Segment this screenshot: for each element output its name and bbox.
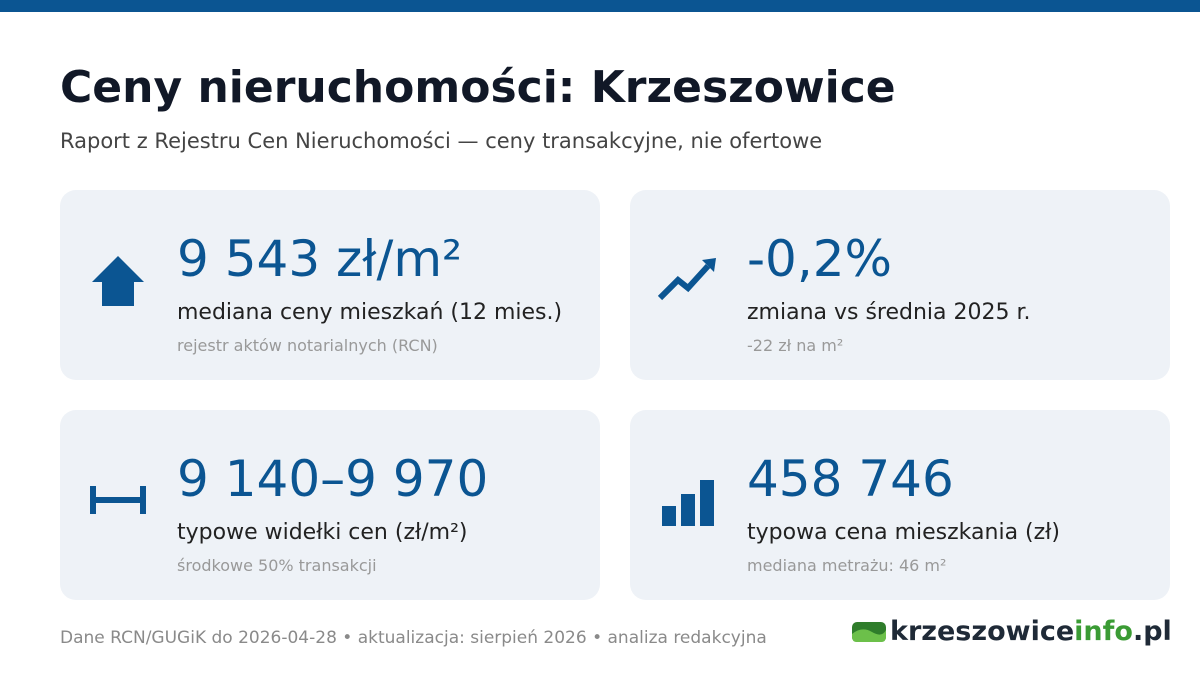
subtitle: Raport z Rejestru Cen Nieruchomości — ce… xyxy=(60,129,823,153)
logo: krzeszowiceinfo.pl xyxy=(852,616,1172,647)
card-value: 458 746 xyxy=(747,450,954,508)
title: Ceny nieruchomości: Krzeszowice xyxy=(60,62,896,113)
card-note: środkowe 50% transakcji xyxy=(177,556,377,575)
logo-accent: info xyxy=(1074,616,1133,647)
top-bar xyxy=(0,0,1200,12)
trend-icon xyxy=(658,258,716,301)
logo-icon xyxy=(852,622,886,642)
house-icon xyxy=(92,256,144,306)
card-label: typowe widełki cen (zł/m²) xyxy=(177,520,468,545)
card-note: mediana metrażu: 46 m² xyxy=(747,556,947,575)
logo-main: krzeszowice xyxy=(890,616,1075,647)
card: 458 746 typowa cena mieszkania (zł) medi… xyxy=(630,410,1170,600)
card-note: -22 zł na m² xyxy=(747,336,844,355)
card-label: mediana ceny mieszkań (12 mies.) xyxy=(177,300,563,325)
card-label: typowa cena mieszkania (zł) xyxy=(747,520,1061,545)
logo-suffix: .pl xyxy=(1132,616,1172,647)
bars-icon xyxy=(662,480,714,526)
card-value: 9 543 zł/m² xyxy=(177,230,463,288)
footer-text: Dane RCN/GUGiK do 2026-04-28 • aktualiza… xyxy=(60,628,767,648)
card: 9 140–9 970 typowe widełki cen (zł/m²) ś… xyxy=(60,410,600,600)
range-icon xyxy=(90,486,146,514)
card-note: rejestr aktów notarialnych (RCN) xyxy=(177,336,438,355)
card: -0,2% zmiana vs średnia 2025 r. -22 zł n… xyxy=(630,190,1170,380)
card: 9 543 zł/m² mediana ceny mieszkań (12 mi… xyxy=(60,190,600,380)
card-value: -0,2% xyxy=(747,230,893,288)
card-label: zmiana vs średnia 2025 r. xyxy=(747,300,1031,325)
card-value: 9 140–9 970 xyxy=(177,450,489,508)
